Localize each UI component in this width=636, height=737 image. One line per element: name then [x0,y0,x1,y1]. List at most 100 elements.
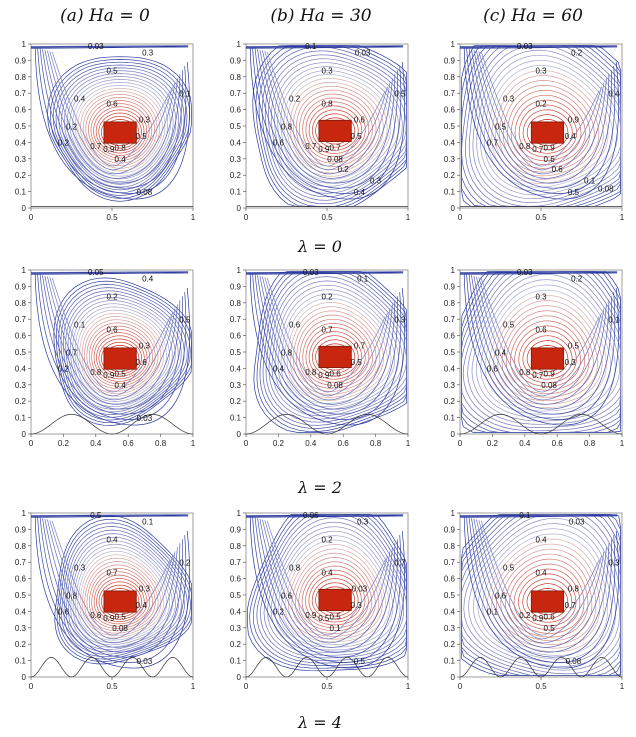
isotherm-contour [266,51,386,167]
isotherm-contour [262,50,391,175]
isotherm-contour [510,94,586,165]
isotherm-contour [308,105,363,154]
contour-value-label: 0.03 [137,657,153,666]
isotherm-contour [252,273,402,420]
contour-value-label: 0.4 [565,132,577,141]
isotherm-contour [37,516,187,663]
contour-value-label: 0.5 [495,122,507,131]
isotherm-contour [85,97,155,164]
isotherm-contour [480,51,600,167]
isotherm-contour [34,516,190,669]
x-tick-label: 0.5 [106,682,118,691]
y-tick-label: 0.8 [15,73,27,82]
panel-row2-col1: 0 0.1 0.2 0.3 0.4 0.5 0.6 0.7 0.8 0.9 1 0 0.5 1 0.06 0.… [220,505,420,705]
panel-row1-col1: 0 0.1 0.2 0.3 0.4 0.5 0.6 0.7 0.8 0.9 1 0 0.2 0.4 0.6 0… [220,262,420,462]
panel-row1-col0: 0 0.1 0.2 0.3 0.4 0.5 0.6 0.7 0.8 0.9 1 0 0.2 0.4 0.6 0… [5,262,205,462]
contour-value-label: 0.2 [179,558,191,567]
y-tick-label: 0.3 [230,624,242,633]
isotherm-contour [42,275,181,410]
contour-value-label: 0.5 [90,511,102,520]
isotherm-contour [514,325,581,387]
contour-value-label: 0.2 [321,293,333,302]
y-tick-label: 0.7 [230,558,242,567]
contour-value-label: 0.1 [487,608,499,617]
isotherm-contour [284,544,387,643]
isotherm-contour [315,339,356,374]
y-tick-label: 0.3 [230,381,242,390]
isotherm-contour [473,275,607,405]
y-tick-label: 0.6 [15,332,27,341]
x-tick-label: 0.2 [273,439,285,448]
heated-block [318,345,352,368]
contour-value-label: 0.2 [289,94,301,103]
isotherm-contour [53,277,192,426]
isotherm-contour [252,516,402,663]
x-tick-label: 0.8 [370,439,382,448]
isotherm-contour [256,514,407,664]
x-tick-label: 1 [191,682,196,691]
isotherm-contour [259,275,393,405]
isotherm-contour [504,558,589,638]
y-tick-label: 0.8 [230,542,242,551]
isotherm-contour [98,112,142,151]
isotherm-contour [37,47,187,194]
contour-value-label: 0.4 [495,348,507,357]
isotherm-contour [518,330,577,384]
isotherm-contour [42,49,181,184]
y-tick-label: 0.4 [15,138,27,147]
x-tick-label: 1 [406,682,411,691]
contour-value-label: 0.8 [519,142,531,151]
isotherm-contour [471,49,610,184]
contour-value-label: 0.3 [565,358,577,367]
isotherm-contour [480,284,616,415]
isotherm-contour [50,59,191,199]
isotherm-contour [44,49,178,179]
top-wall-contour [245,514,404,517]
x-tick-label: 0 [29,682,34,691]
contour-value-label: 0.06 [303,511,319,520]
contour-value-label: 0.3 [321,67,333,76]
isotherm-contour [462,271,621,428]
heated-block [103,121,137,144]
y-tick-label: 0.9 [444,525,456,534]
y-tick-label: 0.5 [444,348,456,357]
isotherm-contour [70,300,176,408]
top-wall-contour [459,45,618,47]
contour-value-label: 0.6 [535,325,547,334]
contour-value-label: 0.08 [327,381,343,390]
isotherm-contour [100,115,140,149]
x-tick-label: 1 [191,213,196,222]
contour-value-label: 0.6 [281,591,293,600]
x-tick-label: 0 [244,213,249,222]
isotherm-contour [518,104,577,158]
isotherm-contour [39,48,183,189]
y-tick-label: 0.8 [230,299,242,308]
contour-value-label: 0.7 [66,348,78,357]
contour-value-label: 0.1 [357,274,369,283]
y-tick-label: 0.4 [444,138,456,147]
isotherm-contour [34,273,190,426]
y-tick-label: 0.7 [15,315,27,324]
isotherm-contour [468,517,612,658]
isotherm-contour [526,340,569,376]
isotherm-contour [473,518,607,648]
contour-value-label: 0.6 [354,116,366,125]
top-wall-contour [459,515,618,518]
isotherm-contour [65,533,182,653]
y-tick-label: 0.5 [15,122,27,131]
isotherm-contour [258,45,407,207]
y-tick-label: 0.1 [230,414,242,423]
isotherm-contour [493,300,603,405]
contour-value-label: 0.2 [66,122,78,131]
isotherm-contour [463,516,619,669]
isotherm-contour [283,297,392,404]
isotherm-contour [466,47,616,194]
y-tick-label: 0.9 [444,56,456,65]
isotherm-contour [81,316,162,395]
contour-value-label: 0.4 [136,601,148,610]
isotherm-contour [249,516,405,669]
top-wall-contour [245,45,404,47]
top-wall-contour [245,46,404,49]
y-tick-label: 0.7 [444,558,456,567]
isotherm-contour [311,109,359,151]
